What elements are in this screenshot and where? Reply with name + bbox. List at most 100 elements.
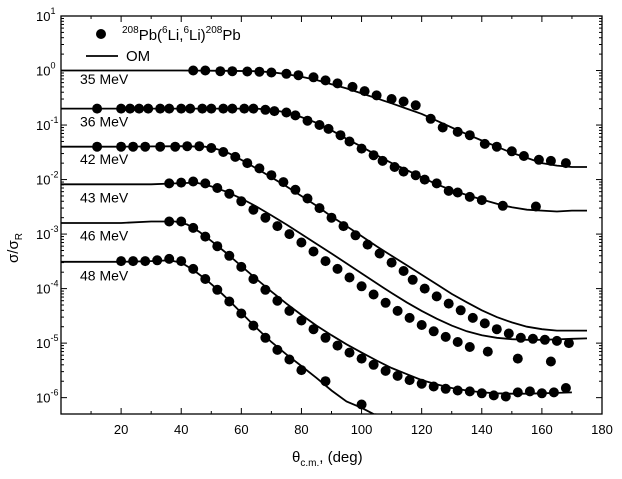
data-point xyxy=(392,370,403,381)
data-point xyxy=(272,344,283,355)
data-point xyxy=(404,312,415,323)
x-tick-label: 120 xyxy=(411,422,433,437)
data-point xyxy=(344,347,355,358)
y-tick-label: 10-6 xyxy=(36,388,58,406)
data-point xyxy=(419,174,430,185)
data-point xyxy=(536,388,547,399)
data-point xyxy=(290,184,301,195)
data-point xyxy=(512,387,523,398)
data-point xyxy=(491,141,502,152)
data-point xyxy=(332,263,343,274)
data-point xyxy=(296,365,307,376)
data-point xyxy=(440,383,451,394)
data-point xyxy=(176,103,187,114)
data-point xyxy=(140,141,151,152)
data-point xyxy=(398,166,409,177)
data-point xyxy=(188,65,199,76)
data-point xyxy=(362,239,373,250)
data-point xyxy=(386,94,397,104)
data-point xyxy=(200,274,211,284)
data-point xyxy=(455,305,466,316)
data-point xyxy=(476,195,487,206)
legend-data-label: 208Pb(6Li,6Li)208Pb xyxy=(122,25,241,44)
data-point xyxy=(125,103,136,114)
data-point xyxy=(359,86,370,97)
data-point xyxy=(254,163,265,174)
x-tick-labels: 20 40 60 80 100 120 140 160 180 xyxy=(114,422,613,437)
data-point xyxy=(356,281,367,292)
data-point xyxy=(281,68,292,79)
data-point xyxy=(227,103,238,114)
data-point xyxy=(545,356,556,367)
data-point xyxy=(290,110,301,121)
data-point xyxy=(236,196,247,207)
data-point xyxy=(533,154,544,165)
data-point xyxy=(371,90,382,101)
y-tick-label: 10-4 xyxy=(36,279,58,297)
data-point xyxy=(281,107,292,118)
energy-label: 36 MeV xyxy=(80,114,129,130)
data-point xyxy=(404,375,415,386)
data-point xyxy=(392,305,403,316)
axis-ticks xyxy=(61,15,603,414)
data-point xyxy=(386,257,397,268)
y-tick-label: 10-3 xyxy=(36,224,58,242)
data-point xyxy=(374,248,385,259)
y-tick-labels: 101 100 10-1 10-2 10-3 10-4 10-5 10-6 xyxy=(36,6,58,406)
data-point xyxy=(323,123,334,134)
data-point xyxy=(308,324,319,335)
data-point xyxy=(410,100,421,111)
data-point xyxy=(443,185,454,196)
data-point xyxy=(332,78,343,89)
data-point xyxy=(506,146,517,157)
om-curve xyxy=(61,181,588,341)
data-point xyxy=(344,272,355,283)
data-point xyxy=(272,295,283,306)
data-point xyxy=(356,143,367,154)
data-point xyxy=(452,126,463,137)
data-point xyxy=(464,130,475,141)
data-point xyxy=(398,96,409,107)
data-point xyxy=(176,177,187,188)
data-point xyxy=(134,103,145,114)
data-point xyxy=(302,193,313,204)
x-tick-label: 100 xyxy=(351,422,373,437)
data-point xyxy=(302,115,313,126)
data-point xyxy=(320,376,331,387)
x-tick-label: 140 xyxy=(471,422,493,437)
data-point xyxy=(308,72,319,83)
data-point xyxy=(152,255,163,266)
data-point xyxy=(230,151,241,162)
data-point xyxy=(293,70,304,81)
data-point xyxy=(464,191,475,202)
data-point xyxy=(140,256,151,267)
data-point xyxy=(308,246,319,257)
data-point xyxy=(464,386,475,397)
data-point xyxy=(338,221,349,232)
data-point xyxy=(227,66,238,77)
data-point xyxy=(296,315,307,326)
data-point xyxy=(350,230,361,241)
data-point xyxy=(314,120,325,130)
data-point xyxy=(176,216,187,227)
data-point xyxy=(428,381,439,392)
data-point xyxy=(425,113,436,124)
data-point xyxy=(467,312,478,323)
data-point xyxy=(563,338,574,349)
y-tick-label: 10-2 xyxy=(36,170,58,188)
data-point xyxy=(284,354,295,365)
data-point xyxy=(128,141,139,152)
data-point xyxy=(560,383,571,393)
data-point xyxy=(155,103,166,114)
data-point xyxy=(416,320,427,330)
data-point xyxy=(260,284,271,295)
data-point xyxy=(524,386,535,397)
energy-label: 35 MeV xyxy=(80,71,129,87)
data-point xyxy=(278,177,289,188)
data-point xyxy=(398,266,409,276)
data-point xyxy=(284,229,295,240)
data-point xyxy=(164,253,175,264)
legend-marker xyxy=(96,29,106,39)
energy-label: 48 MeV xyxy=(80,267,129,283)
